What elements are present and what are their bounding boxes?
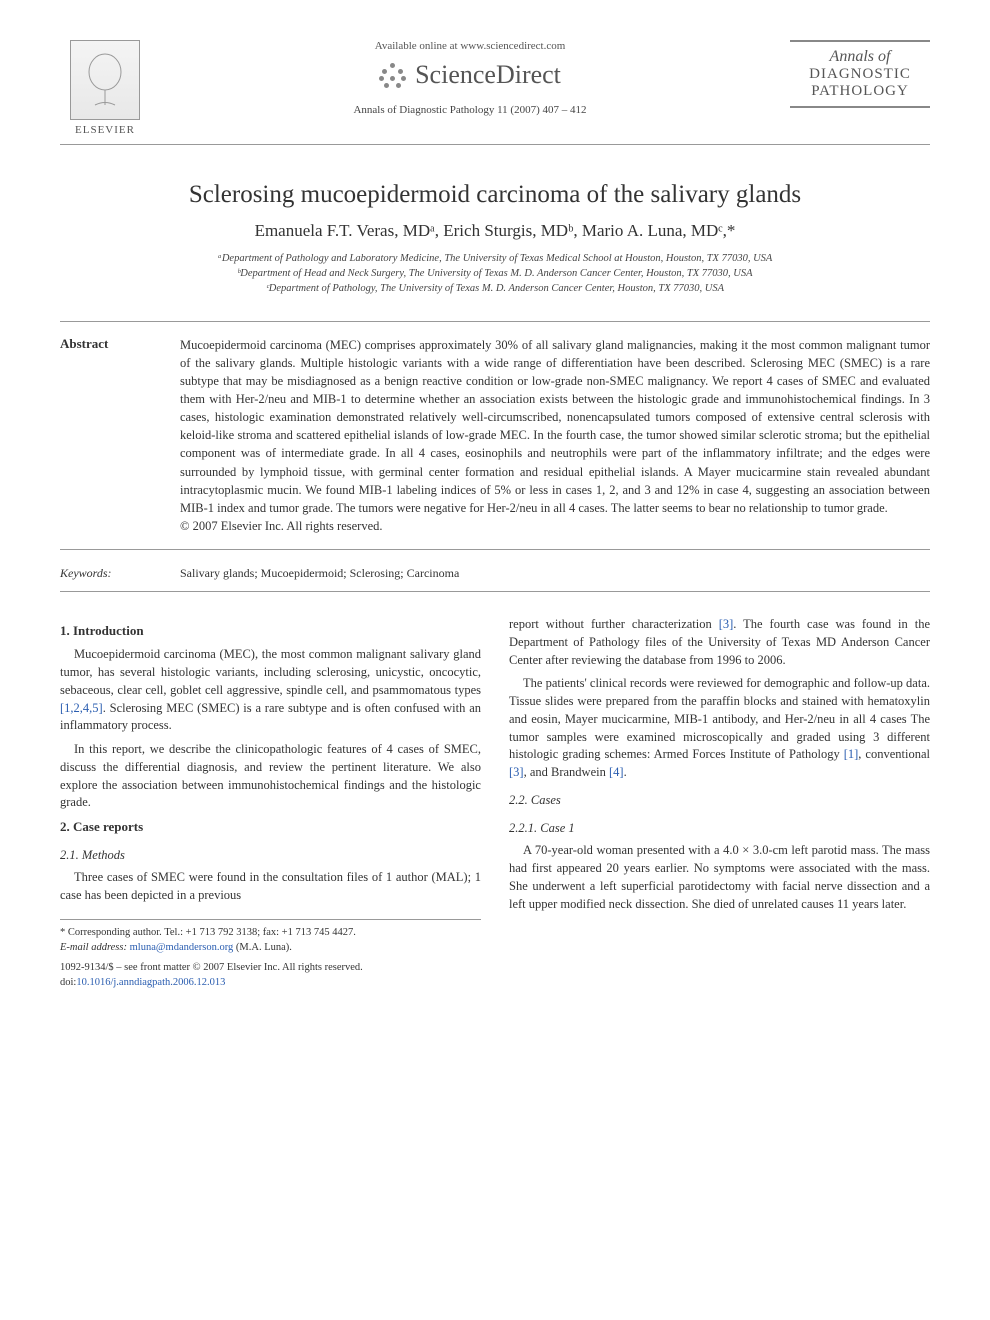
journal-name-line1: Annals of	[790, 48, 930, 66]
front-matter-line: 1092-9134/$ – see front matter © 2007 El…	[60, 961, 481, 976]
intro-para-2: In this report, we describe the clinicop…	[60, 741, 481, 812]
publisher-block: ELSEVIER	[60, 40, 150, 136]
journal-title-block: Annals of DIAGNOSTIC PATHOLOGY	[790, 40, 930, 108]
elsevier-tree-icon	[70, 40, 140, 120]
citation-link[interactable]: [1,2,4,5]	[60, 701, 103, 715]
affiliation-b: ᵇDepartment of Head and Neck Surgery, Th…	[60, 266, 930, 281]
header: ELSEVIER Available online at www.science…	[60, 40, 930, 145]
journal-name-line2: DIAGNOSTIC	[790, 66, 930, 83]
left-column: 1. Introduction Mucoepidermoid carcinoma…	[60, 616, 481, 991]
case1-para: A 70-year-old woman presented with a 4.0…	[509, 842, 930, 913]
email-line: E-mail address: mluna@mdanderson.org (M.…	[60, 941, 481, 956]
affiliation-a: ᵃDepartment of Pathology and Laboratory …	[60, 251, 930, 266]
keywords-row: Keywords: Salivary glands; Mucoepidermoi…	[60, 558, 930, 592]
sciencedirect-logo: ScienceDirect	[170, 60, 770, 90]
citation-line: Annals of Diagnostic Pathology 11 (2007)…	[170, 104, 770, 116]
sciencedirect-dots-icon	[379, 61, 407, 89]
right-column: report without further characterization …	[509, 616, 930, 991]
abstract-body: Mucoepidermoid carcinoma (MEC) comprises…	[180, 336, 930, 535]
methods-para-1: Three cases of SMEC were found in the co…	[60, 869, 481, 905]
keywords-label: Keywords:	[60, 566, 180, 581]
header-center: Available online at www.sciencedirect.co…	[150, 40, 790, 116]
citation-link[interactable]: [1]	[844, 747, 859, 761]
citation-link[interactable]: [3]	[509, 765, 524, 779]
abstract-section: Abstract Mucoepidermoid carcinoma (MEC) …	[60, 321, 930, 550]
citation-link[interactable]: [3]	[719, 617, 734, 631]
sciencedirect-text: ScienceDirect	[415, 60, 561, 90]
citation-link[interactable]: [4]	[609, 765, 624, 779]
email-link[interactable]: mluna@mdanderson.org	[130, 942, 234, 953]
article-title: Sclerosing mucoepidermoid carcinoma of t…	[60, 181, 930, 209]
doi-line: doi:10.1016/j.anndiagpath.2006.12.013	[60, 976, 481, 991]
section-2-heading: 2. Case reports	[60, 818, 481, 836]
section-2-2-heading: 2.2. Cases	[509, 792, 930, 810]
author-list: Emanuela F.T. Veras, MDᵃ, Erich Sturgis,…	[60, 221, 930, 241]
body-columns: 1. Introduction Mucoepidermoid carcinoma…	[60, 616, 930, 991]
abstract-copyright: © 2007 Elsevier Inc. All rights reserved…	[180, 519, 383, 533]
journal-name-line3: PATHOLOGY	[790, 83, 930, 100]
section-2-2-1-heading: 2.2.1. Case 1	[509, 820, 930, 838]
intro-para-1: Mucoepidermoid carcinoma (MEC), the most…	[60, 646, 481, 735]
affiliation-c: ᶜDepartment of Pathology, The University…	[60, 281, 930, 296]
affiliations: ᵃDepartment of Pathology and Laboratory …	[60, 251, 930, 297]
methods-para-1-cont: report without further characterization …	[509, 616, 930, 669]
doi-link[interactable]: 10.1016/j.anndiagpath.2006.12.013	[76, 977, 225, 988]
corresponding-author-note: * Corresponding author. Tel.: +1 713 792…	[60, 926, 481, 941]
section-2-1-heading: 2.1. Methods	[60, 847, 481, 865]
available-online-text: Available online at www.sciencedirect.co…	[170, 40, 770, 52]
title-block: Sclerosing mucoepidermoid carcinoma of t…	[60, 181, 930, 297]
elsevier-label: ELSEVIER	[75, 124, 135, 136]
section-1-heading: 1. Introduction	[60, 622, 481, 640]
methods-para-2: The patients' clinical records were revi…	[509, 675, 930, 782]
keywords-text: Salivary glands; Mucoepidermoid; Scleros…	[180, 566, 459, 581]
footnotes: * Corresponding author. Tel.: +1 713 792…	[60, 919, 481, 991]
abstract-label: Abstract	[60, 336, 180, 535]
abstract-text: Mucoepidermoid carcinoma (MEC) comprises…	[180, 338, 930, 515]
